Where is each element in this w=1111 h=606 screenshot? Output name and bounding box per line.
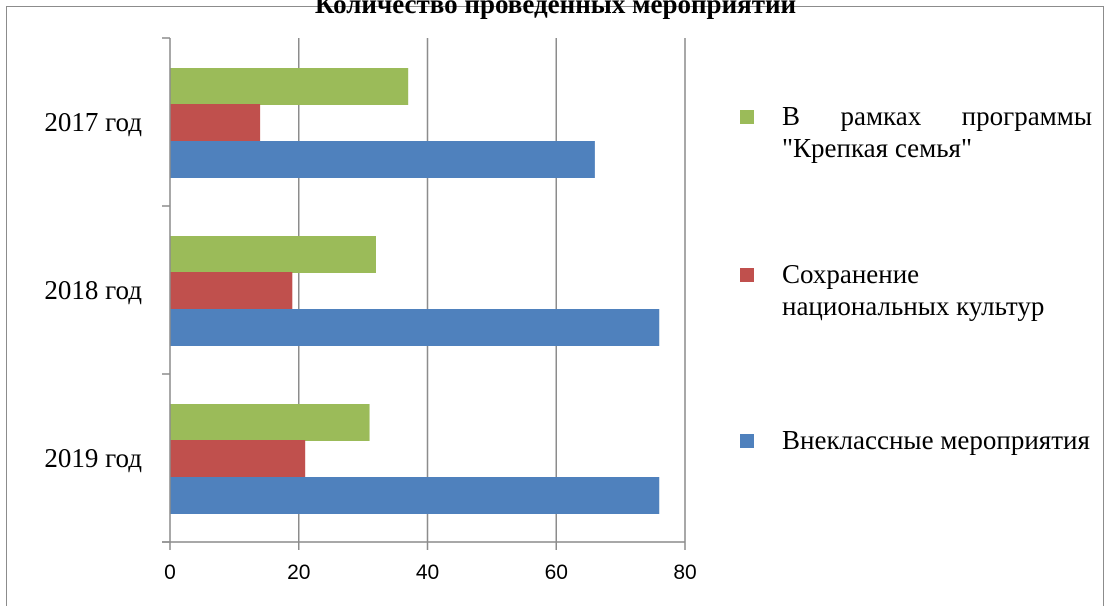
bar [170,309,660,346]
bar [170,404,370,441]
category-label: 2018 год [44,275,142,305]
x-tick-label: 60 [545,561,568,584]
gridlines [298,38,686,542]
bar [170,477,660,514]
legend-label: Сохранение национальных культур [782,259,1045,321]
bar [170,236,376,273]
bars [170,68,660,514]
legend-swatch-green [740,110,754,124]
category-labels: 2017 год 2018 год 2019 год [44,107,142,473]
category-label: 2019 год [44,443,142,473]
legend-swatch-red [740,268,754,282]
bar [170,104,261,141]
legend-label: Внеклассные мероприятия [782,425,1090,455]
category-label: 2017 год [44,107,142,137]
x-tick-label: 80 [673,561,696,584]
x-tick-label: 0 [164,561,176,584]
bar [170,272,293,309]
chart-frame [6,6,1104,606]
x-tick-label: 40 [416,561,439,584]
x-tick-label: 20 [287,561,310,584]
bar [170,68,409,105]
chart-title: Количество проведенных мероприятий [314,0,797,19]
legend-swatch-blue [740,434,754,448]
legend-label: В рамках программы "Крепкая семья" [782,101,1092,163]
bar [170,141,595,178]
axes [162,37,686,550]
x-tick-labels: 0 20 40 60 80 [164,561,697,584]
bar [170,440,306,477]
